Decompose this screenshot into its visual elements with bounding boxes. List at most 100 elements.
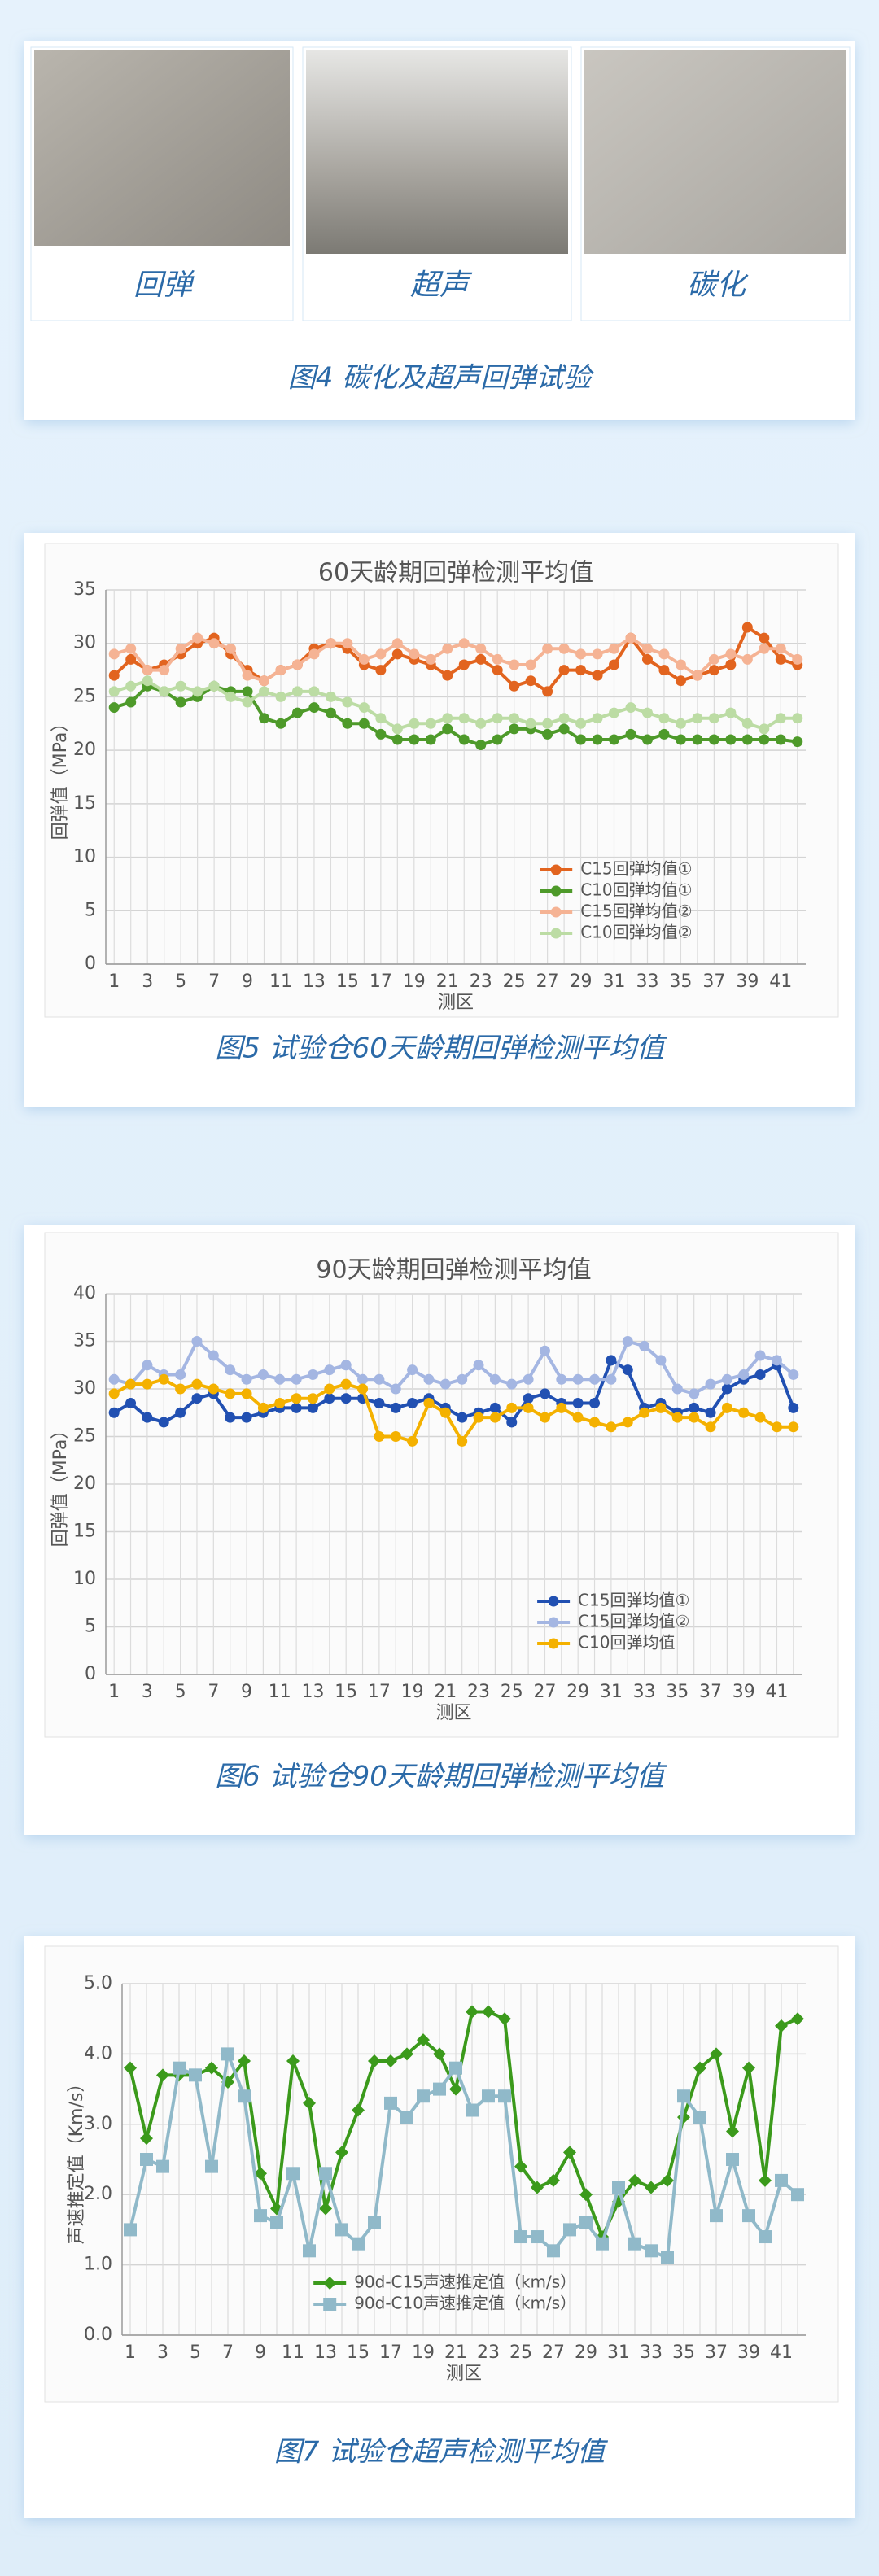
x-tick-label: 41 <box>769 971 792 992</box>
x-tick-label: 29 <box>566 1682 589 1702</box>
marker <box>225 691 237 702</box>
x-tick-label: 41 <box>765 1682 788 1702</box>
marker <box>641 643 653 654</box>
marker <box>340 1393 352 1404</box>
legend-label: C10回弹均值② <box>580 923 692 942</box>
marker <box>457 1435 468 1447</box>
marker <box>442 713 453 724</box>
marker <box>308 702 320 714</box>
marker <box>592 670 603 681</box>
marker <box>625 702 636 714</box>
marker <box>563 2146 576 2159</box>
marker <box>225 1388 236 1399</box>
figure-caption: 图7 试验仓超声检测平均值 <box>274 2436 608 2469</box>
marker <box>492 734 503 745</box>
marker <box>759 723 770 735</box>
marker <box>473 1412 484 1423</box>
x-tick-label: 7 <box>208 971 220 992</box>
marker <box>352 2237 365 2251</box>
x-tick-label: 1 <box>108 1682 120 1702</box>
y-tick-label: 35 <box>73 579 96 600</box>
marker <box>609 734 620 745</box>
marker <box>307 1393 318 1404</box>
x-tick-label: 37 <box>702 971 725 992</box>
marker <box>409 648 420 660</box>
marker <box>205 2061 218 2075</box>
chart-frame <box>44 1232 839 1738</box>
marker <box>142 1360 153 1371</box>
marker <box>375 665 387 676</box>
marker <box>340 1360 352 1371</box>
marker <box>400 2111 413 2124</box>
marker <box>689 1402 700 1413</box>
marker <box>291 1393 302 1404</box>
marker <box>325 691 336 702</box>
marker <box>390 1402 401 1413</box>
photo <box>306 50 568 254</box>
marker <box>628 2173 641 2187</box>
marker <box>539 1388 550 1399</box>
y-tick-label: 10 <box>73 1569 96 1589</box>
marker <box>391 638 403 649</box>
chart-frame <box>44 543 839 1018</box>
marker <box>440 1407 451 1418</box>
marker <box>509 659 520 670</box>
marker <box>173 2061 186 2075</box>
marker <box>417 2033 430 2047</box>
marker <box>482 2005 495 2019</box>
marker <box>241 1412 252 1423</box>
marker <box>358 702 370 714</box>
marker <box>358 718 370 729</box>
marker <box>291 707 303 718</box>
marker <box>641 734 653 745</box>
marker <box>458 734 470 745</box>
x-tick-label: 9 <box>241 1682 252 1702</box>
marker <box>303 2096 316 2110</box>
marker <box>572 1398 584 1409</box>
marker <box>124 2061 137 2075</box>
x-tick-label: 21 <box>434 1682 457 1702</box>
marker <box>357 1383 369 1395</box>
marker <box>433 2082 446 2096</box>
marker <box>391 723 403 735</box>
marker <box>191 1336 203 1347</box>
marker <box>771 1421 782 1433</box>
marker <box>352 2103 365 2117</box>
marker <box>655 1355 667 1366</box>
marker <box>158 1373 169 1385</box>
marker <box>357 1373 369 1385</box>
marker <box>425 718 436 729</box>
marker <box>506 1417 518 1428</box>
y-tick-label: 25 <box>73 1426 96 1447</box>
y-tick-label: 0 <box>85 1664 96 1684</box>
x-tick-label: 13 <box>303 971 326 992</box>
marker <box>475 653 487 665</box>
marker <box>675 718 686 729</box>
marker <box>622 1417 633 1428</box>
marker <box>140 2153 153 2166</box>
y-axis-label: 声速推定值（Km/s） <box>67 2075 87 2245</box>
marker <box>589 1398 601 1409</box>
marker <box>506 1378 518 1390</box>
marker <box>639 1407 650 1418</box>
marker <box>208 1350 219 1361</box>
marker <box>175 680 186 692</box>
marker <box>125 680 137 692</box>
x-tick-label: 3 <box>142 971 153 992</box>
marker <box>622 1336 633 1347</box>
marker <box>125 1378 137 1390</box>
marker <box>407 1435 418 1447</box>
marker <box>596 2237 609 2251</box>
marker <box>721 1402 732 1413</box>
marker <box>242 696 253 708</box>
marker <box>191 1393 203 1404</box>
marker <box>270 2216 283 2229</box>
x-tick-label: 33 <box>636 971 658 992</box>
marker <box>458 638 470 649</box>
x-tick-label: 19 <box>401 1682 424 1702</box>
marker <box>742 2209 755 2223</box>
x-tick-label: 19 <box>403 971 426 992</box>
x-tick-label: 15 <box>335 1682 357 1702</box>
y-tick-label: 0 <box>85 954 96 974</box>
legend-label: C10回弹均值 <box>578 1633 675 1653</box>
